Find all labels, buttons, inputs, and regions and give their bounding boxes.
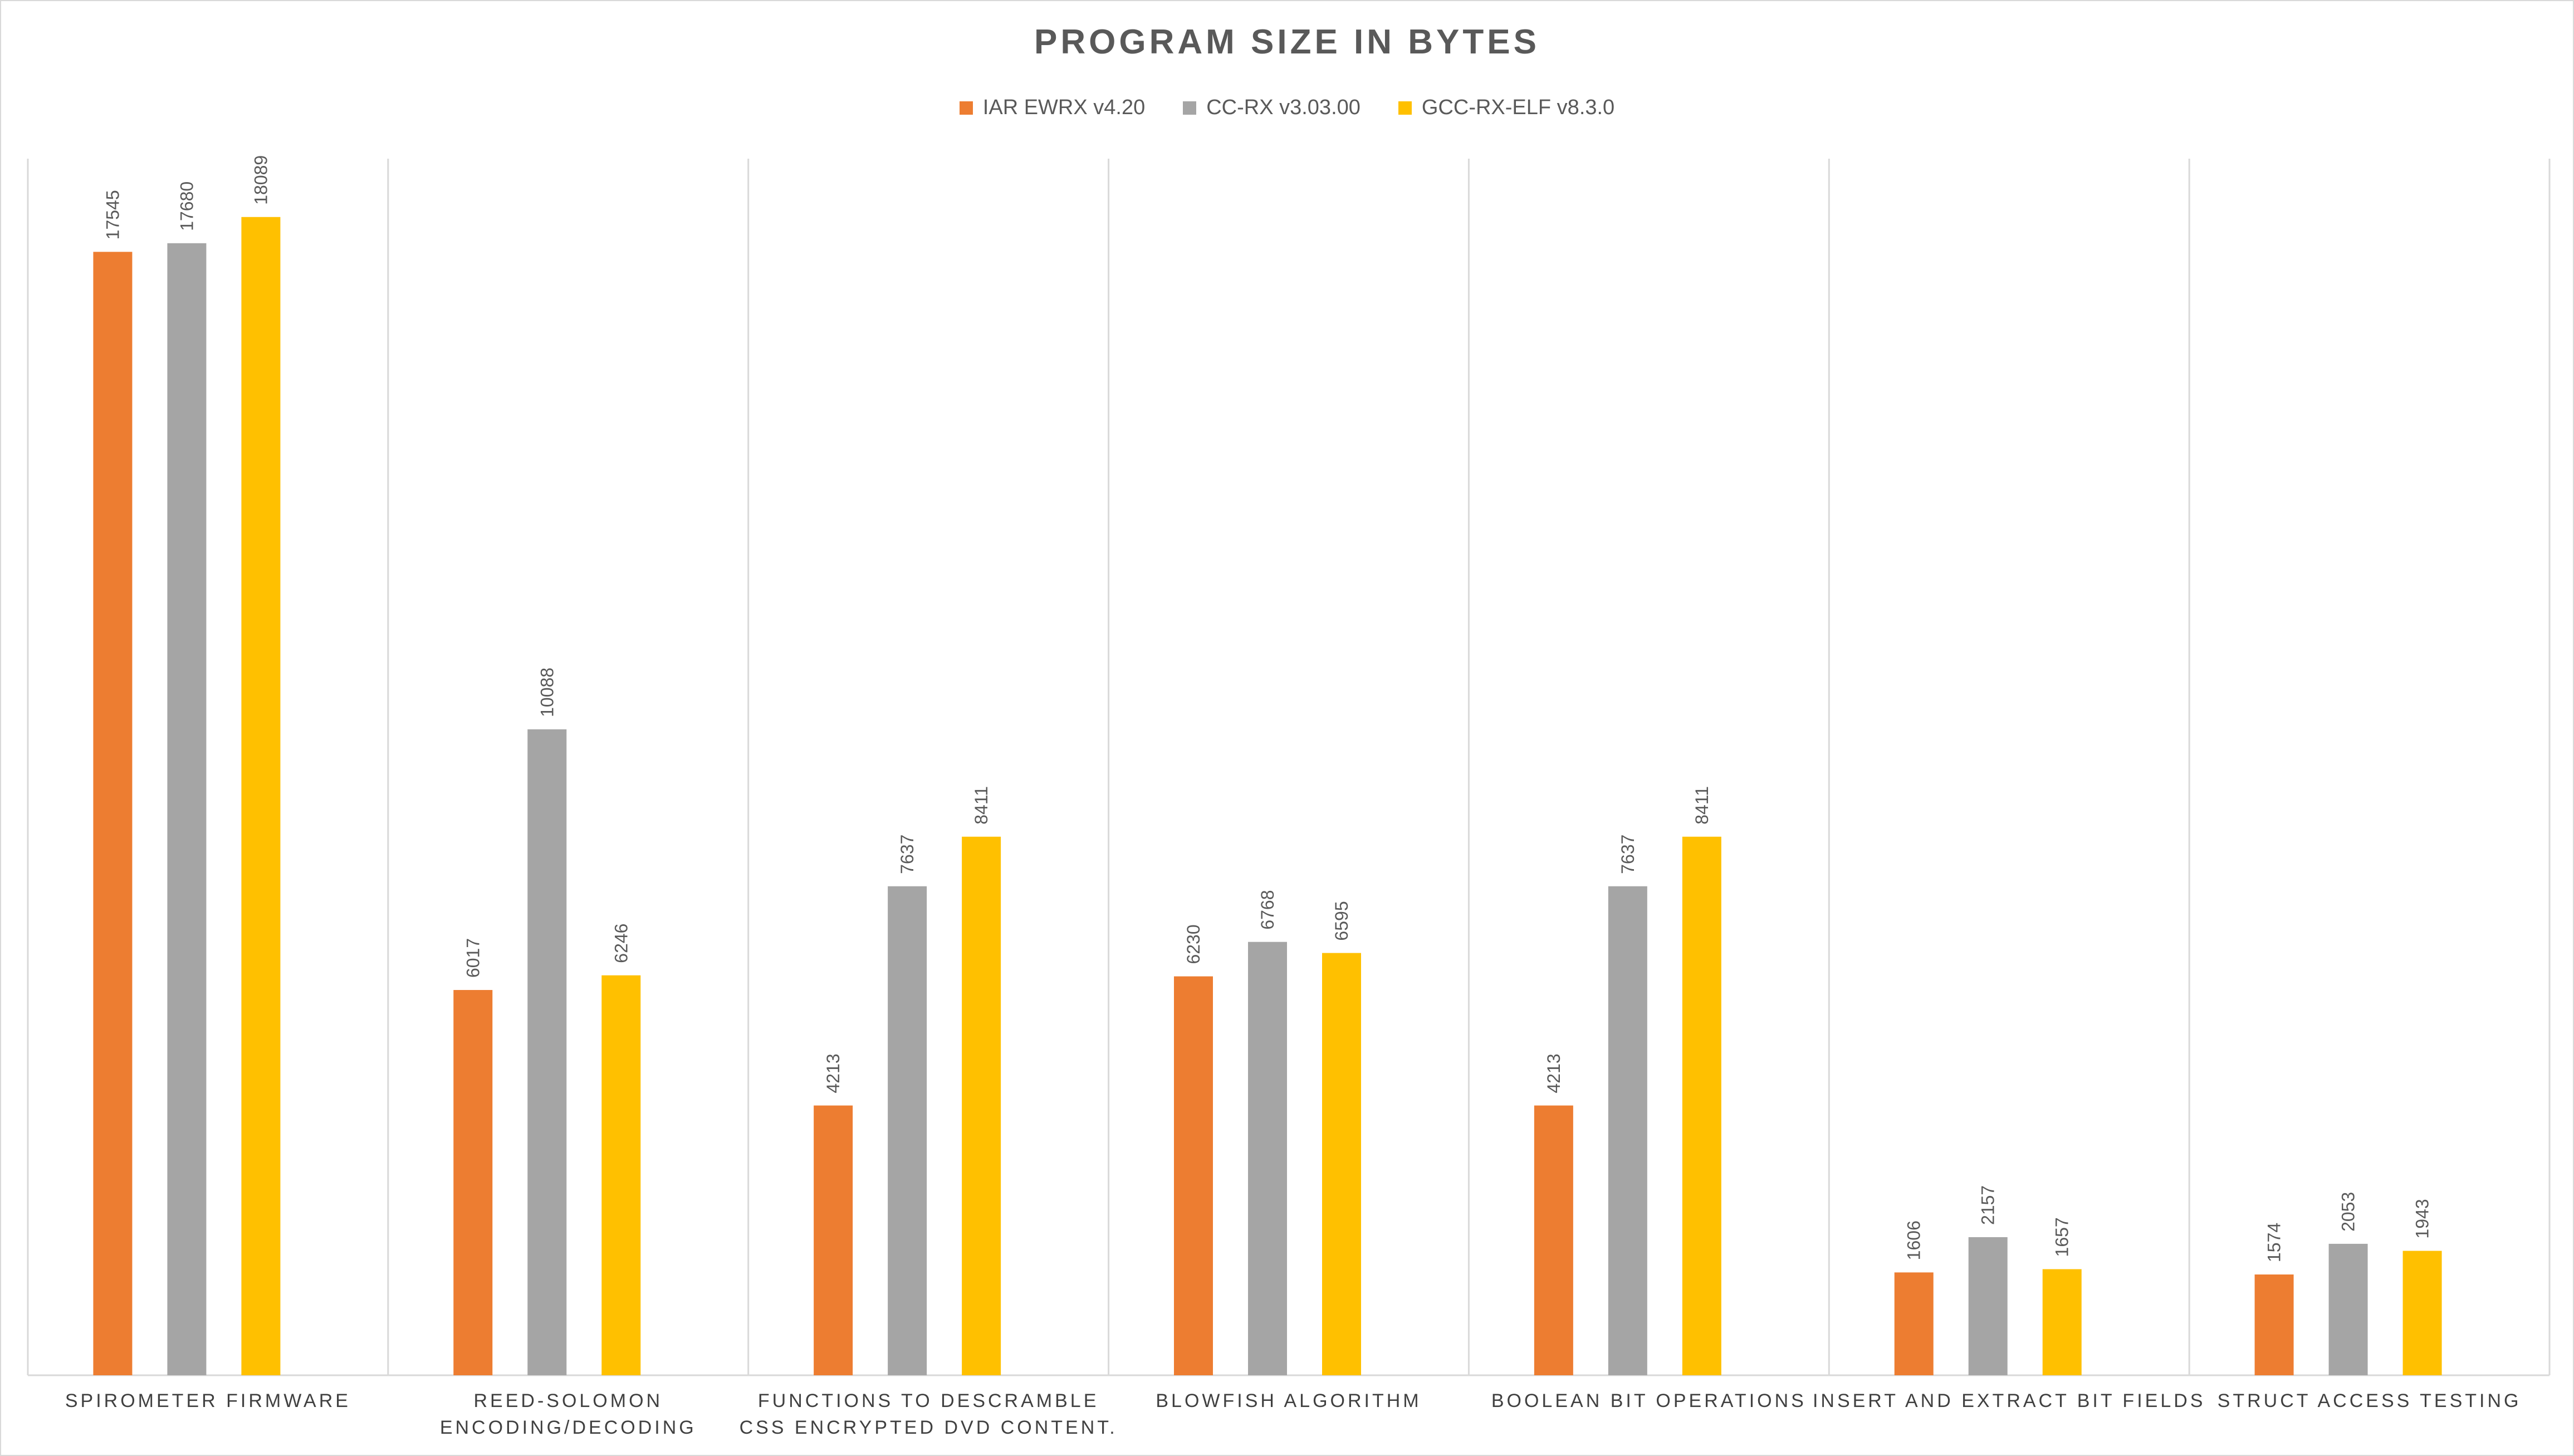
bar-2-1 [888, 886, 927, 1375]
category-label-5-0: INSERT AND EXTRACT BIT FIELDS [1813, 1390, 2206, 1411]
bar-6-1 [2328, 1243, 2368, 1375]
bar-5-1 [1968, 1237, 2008, 1375]
bar-0-0 [93, 252, 133, 1376]
legend-label-0: IAR EWRX v4.20 [982, 96, 1146, 119]
chart-legend: IAR EWRX v4.20 CC-RX v3.03.00 GCC-RX-ELF v… [0, 96, 2574, 120]
legend-item-2: GCC-RX-ELF v8.3.0 [1398, 96, 1614, 120]
legend-swatch-1 [1183, 101, 1197, 115]
category-label-3-0: BLOWFISH ALGORITHM [1156, 1390, 1421, 1411]
data-label-3-2: 6595 [1332, 901, 1352, 940]
category-label-6-0: STRUCT ACCESS TESTING [2218, 1390, 2522, 1411]
data-label-0-2: 18089 [251, 155, 271, 205]
data-label-0-1: 17680 [177, 182, 197, 231]
data-label-6-1: 2053 [2338, 1192, 2358, 1232]
legend-item-0: IAR EWRX v4.20 [959, 96, 1146, 120]
legend-item-1: CC-RX v3.03.00 [1183, 96, 1361, 120]
data-label-0-0: 17545 [102, 190, 123, 239]
bar-2-2 [962, 836, 1001, 1375]
category-label-1-1: ENCODING/DECODING [440, 1417, 697, 1438]
data-label-1-0: 6017 [463, 938, 483, 978]
bar-3-2 [1322, 953, 1361, 1375]
legend-swatch-0 [959, 101, 973, 115]
data-label-5-2: 1657 [2052, 1217, 2072, 1257]
bar-0-2 [241, 217, 281, 1375]
bar-1-1 [527, 729, 567, 1375]
data-label-2-1: 7637 [897, 835, 917, 874]
data-label-2-2: 8411 [971, 786, 991, 825]
data-label-2-0: 4213 [823, 1053, 843, 1093]
chart-title: PROGRAM SIZE IN BYTES [1034, 23, 1540, 61]
data-label-3-0: 6230 [1183, 924, 1203, 964]
data-label-3-1: 6768 [1257, 890, 1278, 929]
legend-label-1: CC-RX v3.03.00 [1206, 96, 1361, 119]
category-label-2-1: CSS ENCRYPTED DVD CONTENT. [740, 1417, 1118, 1438]
data-label-4-1: 7637 [1618, 835, 1638, 874]
data-label-5-1: 2157 [1978, 1185, 1998, 1225]
bar-3-1 [1248, 942, 1287, 1375]
category-label-4-0: BOOLEAN BIT OPERATIONS [1491, 1390, 1807, 1411]
legend-label-2: GCC-RX-ELF v8.3.0 [1421, 96, 1615, 119]
data-label-6-0: 1574 [2264, 1223, 2284, 1262]
category-label-2-0: FUNCTIONS TO DESCRAMBLE [758, 1390, 1099, 1411]
legend-swatch-2 [1398, 101, 1412, 115]
data-label-4-0: 4213 [1544, 1053, 1564, 1093]
bar-4-0 [1534, 1105, 1573, 1375]
bar-4-1 [1608, 886, 1647, 1375]
category-label-1-0: REED-SOLOMON [473, 1390, 663, 1411]
bar-2-0 [814, 1105, 853, 1375]
bar-5-0 [1894, 1272, 1934, 1375]
bar-1-2 [601, 975, 641, 1375]
bar-6-0 [2254, 1274, 2294, 1375]
bar-3-0 [1174, 976, 1213, 1375]
bar-4-2 [1682, 836, 1721, 1375]
bar-0-1 [167, 243, 207, 1375]
category-label-0-0: SPIROMETER FIRMWARE [65, 1390, 351, 1411]
bar-6-2 [2402, 1251, 2442, 1375]
data-label-1-1: 10088 [537, 668, 557, 717]
data-label-5-0: 1606 [1904, 1220, 1924, 1260]
data-label-6-2: 1943 [2412, 1199, 2433, 1238]
bar-1-0 [453, 990, 493, 1375]
data-label-4-2: 8411 [1692, 786, 1712, 825]
bar-5-2 [2042, 1269, 2082, 1375]
data-label-1-2: 6246 [611, 924, 631, 963]
